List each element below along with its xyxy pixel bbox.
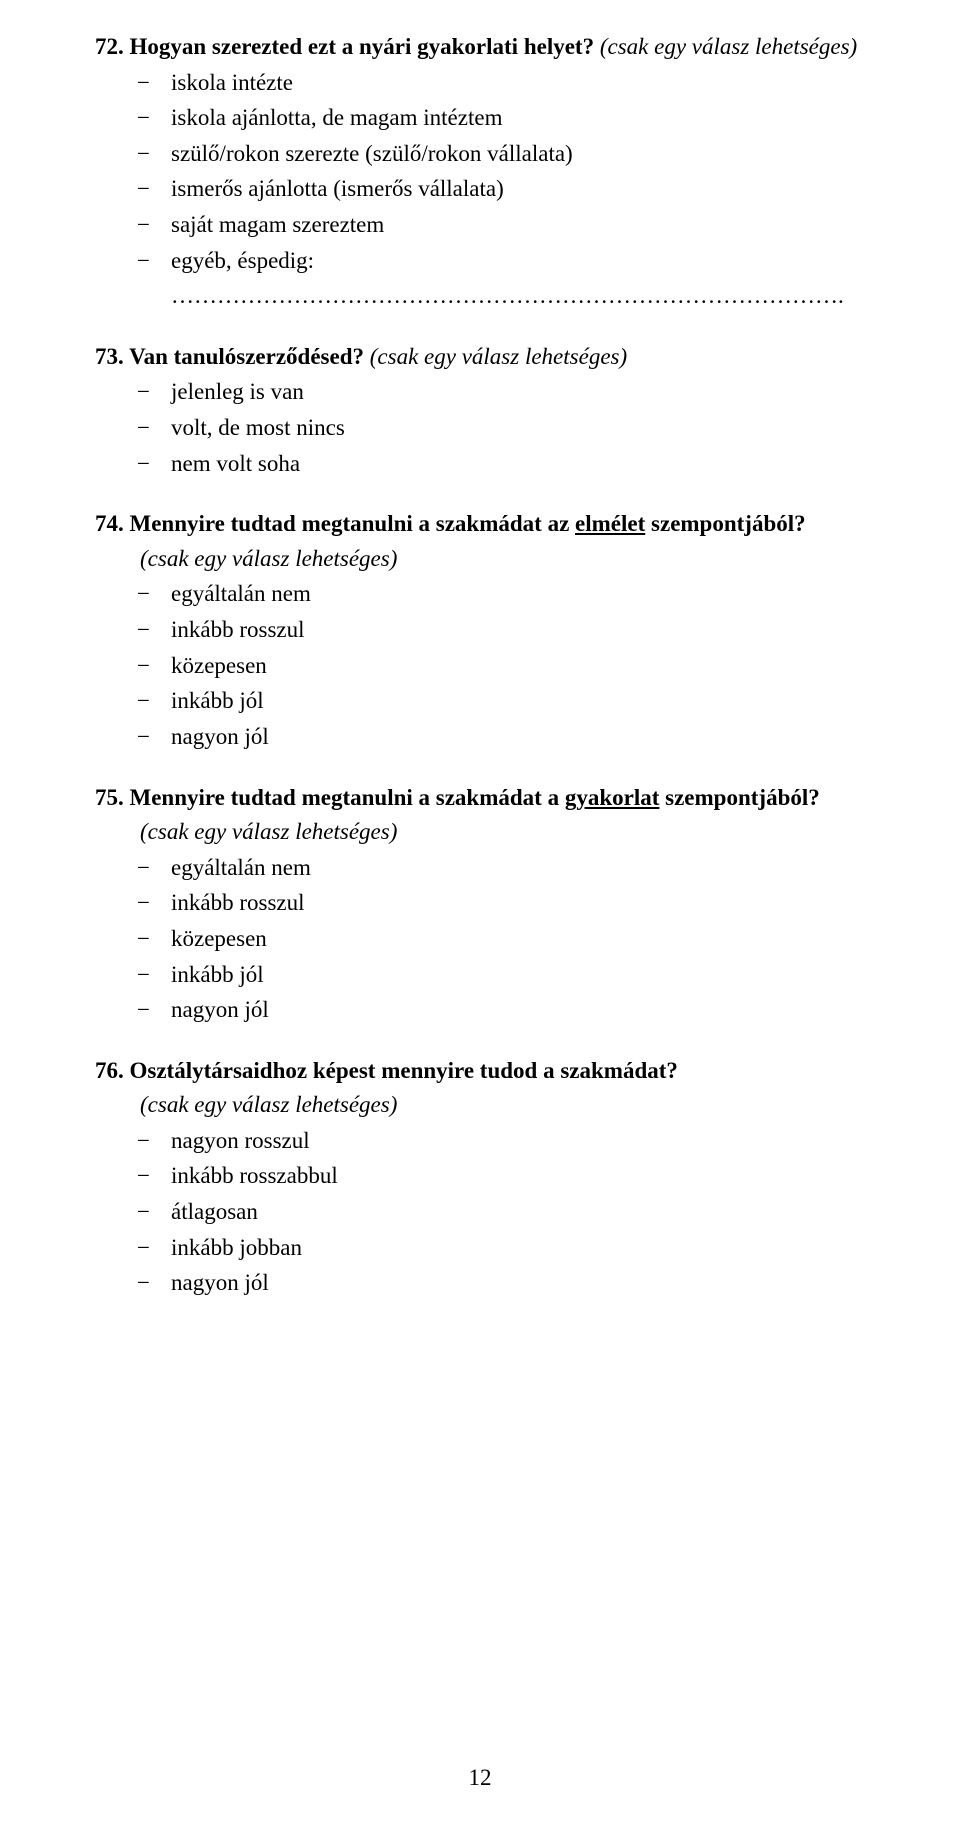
option-text: volt, de most nincs (171, 415, 345, 440)
option-text: inkább jól (171, 962, 264, 987)
question-subtitle: (csak egy válasz lehetséges) (95, 1088, 865, 1123)
option-text: saját magam szereztem (171, 212, 384, 237)
option-item: inkább rosszul (137, 612, 865, 648)
option-item: inkább rosszul (137, 885, 865, 921)
option-list: egyáltalán nem inkább rosszul közepesen … (95, 850, 865, 1028)
option-text: jelenleg is van (171, 379, 304, 404)
option-item: jelenleg is van (137, 374, 865, 410)
question-title-after: szempontjából? (659, 785, 819, 810)
option-item: nem volt soha (137, 446, 865, 482)
question-73-heading: 73. Van tanulószerződésed? (csak egy vál… (95, 340, 865, 375)
option-item: volt, de most nincs (137, 410, 865, 446)
question-title-before: Mennyire tudtad megtanulni a szakmádat a (130, 785, 565, 810)
question-title-after: szempontjából? (645, 511, 805, 536)
question-title: Van tanulószerződésed? (129, 344, 370, 369)
question-title-underlined: gyakorlat (565, 785, 660, 810)
question-title: Hogyan szerezted ezt a nyári gyakorlati … (130, 34, 600, 59)
option-item: iskola intézte (137, 65, 865, 101)
option-text: inkább jobban (171, 1235, 302, 1260)
option-text: szülő/rokon szerezte (szülő/rokon vállal… (171, 141, 573, 166)
option-text: iskola ajánlotta, de magam intéztem (171, 105, 502, 130)
question-75-heading: 75. Mennyire tudtad megtanulni a szakmád… (95, 781, 865, 816)
option-text: iskola intézte (171, 70, 293, 95)
option-item: egyáltalán nem (137, 576, 865, 612)
option-item: közepesen (137, 921, 865, 957)
question-subtitle: (csak egy válasz lehetséges) (370, 344, 627, 369)
option-item: egyéb, éspedig: ………………………………………………………………… (137, 243, 865, 314)
question-number: 73. (95, 344, 129, 369)
option-text: nagyon jól (171, 997, 269, 1022)
question-number: 74. (95, 511, 130, 536)
question-number: 75. (95, 785, 130, 810)
option-item: inkább jobban (137, 1230, 865, 1266)
option-text: inkább rosszul (171, 890, 305, 915)
option-item: szülő/rokon szerezte (szülő/rokon vállal… (137, 136, 865, 172)
option-item: ismerős ajánlotta (ismerős vállalata) (137, 171, 865, 207)
option-list: nagyon rosszul inkább rosszabbul átlagos… (95, 1123, 865, 1301)
question-76: 76. Osztálytársaidhoz képest mennyire tu… (95, 1054, 865, 1301)
question-title-underlined: elmélet (575, 511, 645, 536)
question-72-heading: 72. Hogyan szerezted ezt a nyári gyakorl… (95, 30, 865, 65)
option-item: közepesen (137, 648, 865, 684)
question-72: 72. Hogyan szerezted ezt a nyári gyakorl… (95, 30, 865, 314)
option-item: egyáltalán nem (137, 850, 865, 886)
question-75: 75. Mennyire tudtad megtanulni a szakmád… (95, 781, 865, 1028)
question-subtitle: (csak egy válasz lehetséges) (95, 815, 865, 850)
option-text: inkább rosszabbul (171, 1163, 338, 1188)
option-text: inkább rosszul (171, 617, 305, 642)
option-item: nagyon jól (137, 719, 865, 755)
option-item: inkább jól (137, 683, 865, 719)
option-list: egyáltalán nem inkább rosszul közepesen … (95, 576, 865, 754)
option-text: átlagosan (171, 1199, 258, 1224)
question-title-before: Mennyire tudtad megtanulni a szakmádat a… (130, 511, 576, 536)
question-number: 76. (95, 1058, 130, 1083)
option-text: nagyon jól (171, 1270, 269, 1295)
option-text: nagyon rosszul (171, 1128, 310, 1153)
option-text: közepesen (171, 653, 267, 678)
option-item: átlagosan (137, 1194, 865, 1230)
option-item: inkább jól (137, 957, 865, 993)
option-text: nagyon jól (171, 724, 269, 749)
question-subtitle: (csak egy válasz lehetséges) (95, 542, 865, 577)
page-number: 12 (0, 1761, 960, 1796)
question-73: 73. Van tanulószerződésed? (csak egy vál… (95, 340, 865, 481)
option-text: egyáltalán nem (171, 581, 311, 606)
option-text: egyáltalán nem (171, 855, 311, 880)
question-number: 72. (95, 34, 130, 59)
option-item: nagyon rosszul (137, 1123, 865, 1159)
option-text: inkább jól (171, 688, 264, 713)
question-74: 74. Mennyire tudtad megtanulni a szakmád… (95, 507, 865, 754)
question-subtitle: (csak egy válasz lehetséges) (600, 34, 857, 59)
option-list: jelenleg is van volt, de most nincs nem … (95, 374, 865, 481)
question-76-heading: 76. Osztálytársaidhoz képest mennyire tu… (95, 1054, 865, 1089)
option-list: iskola intézte iskola ajánlotta, de maga… (95, 65, 865, 314)
option-item: saját magam szereztem (137, 207, 865, 243)
question-title: Osztálytársaidhoz képest mennyire tudod … (130, 1058, 678, 1083)
question-74-heading: 74. Mennyire tudtad megtanulni a szakmád… (95, 507, 865, 542)
option-text: nem volt soha (171, 451, 300, 476)
option-item: nagyon jól (137, 1265, 865, 1301)
option-item: iskola ajánlotta, de magam intéztem (137, 100, 865, 136)
option-text: ismerős ajánlotta (ismerős vállalata) (171, 176, 504, 201)
option-text: egyéb, éspedig: ………………………………………………………………… (171, 248, 844, 309)
option-item: nagyon jól (137, 992, 865, 1028)
option-text: közepesen (171, 926, 267, 951)
option-item: inkább rosszabbul (137, 1158, 865, 1194)
